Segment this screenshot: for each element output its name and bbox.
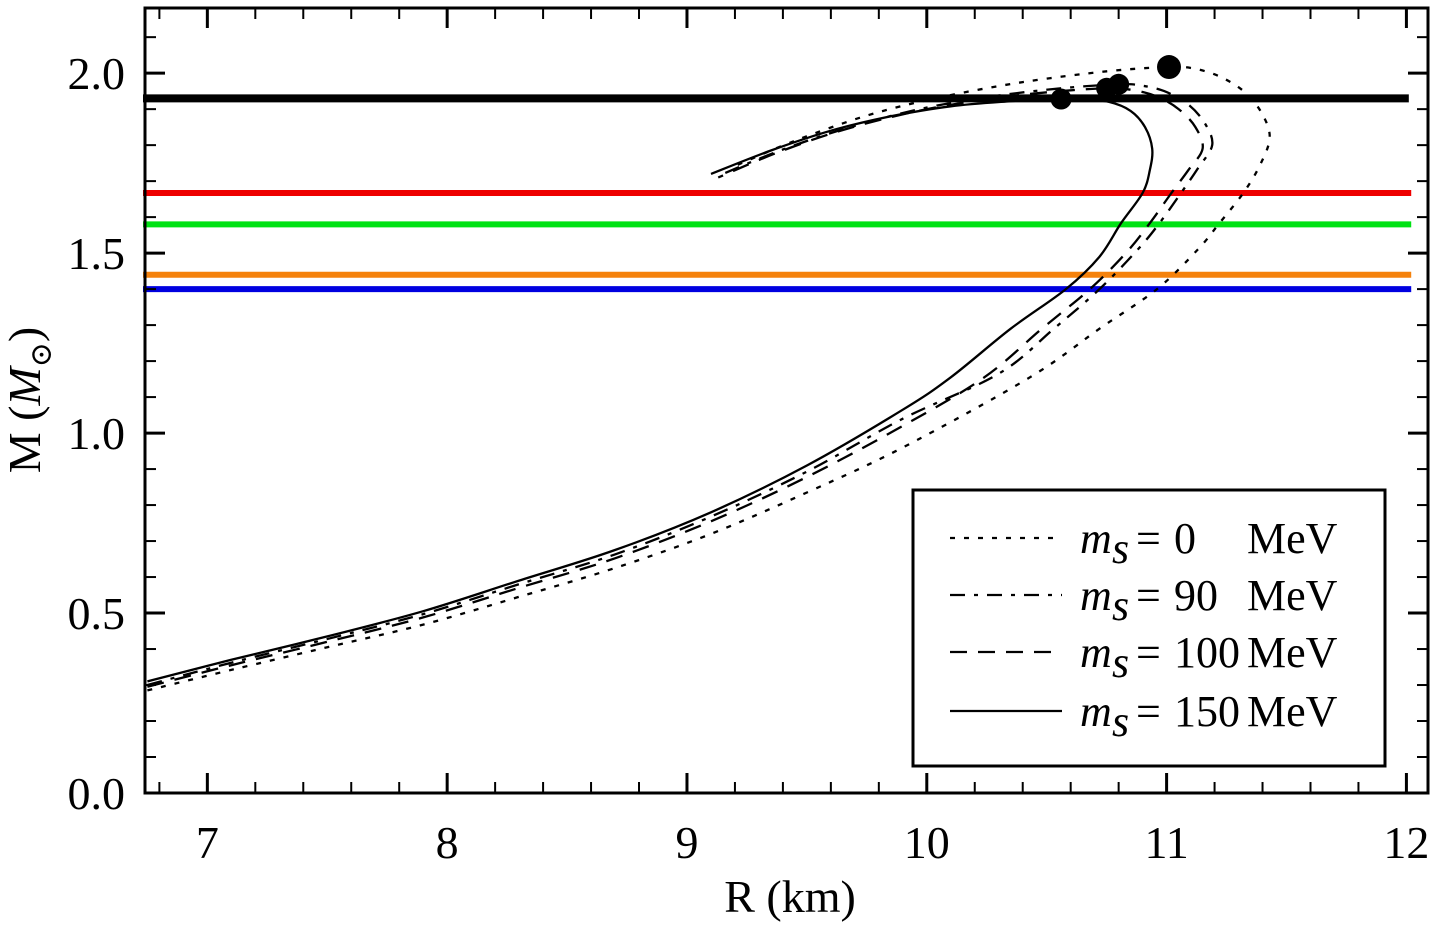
plot-frame — [143, 6, 1430, 795]
legend-unit: MeV — [1247, 687, 1338, 736]
y-axis-title-M: M — [0, 365, 50, 407]
curve-ms0 — [147, 65, 1271, 692]
legend-eq: = — [1136, 571, 1161, 620]
legend-symbol-sub: s — [1112, 524, 1129, 573]
legend-value: 0 — [1174, 514, 1196, 563]
y-tick-label: 2.0 — [68, 48, 126, 99]
sun-symbol-icon: ⊙ — [25, 342, 58, 367]
horizontal-mass-lines — [143, 94, 1412, 293]
legend-row-ms0: m s = 0 MeV — [1080, 514, 1338, 573]
legend-unit: MeV — [1247, 571, 1338, 620]
legend-symbol: m — [1080, 628, 1112, 677]
legend-symbol-sub: s — [1112, 697, 1129, 746]
y-tick-label: 0.0 — [68, 768, 126, 819]
x-axis-title: R (km) — [724, 871, 856, 922]
legend-row-ms100: m s = 100 MeV — [1080, 628, 1338, 687]
legend-symbol: m — [1080, 571, 1112, 620]
legend-symbol: m — [1080, 687, 1112, 736]
legend-symbol-sub: s — [1112, 581, 1129, 630]
curve-ms100 — [147, 87, 1204, 688]
y-tick-label: 1.0 — [68, 408, 126, 459]
legend-eq: = — [1136, 514, 1161, 563]
legend-value: 100 — [1174, 628, 1240, 677]
legend-value: 150 — [1174, 687, 1240, 736]
y-axis-title: M (M⊙) — [0, 327, 58, 474]
legend-symbol: m — [1080, 514, 1112, 563]
legend-symbol-sub: s — [1112, 638, 1129, 687]
legend-eq: = — [1136, 687, 1161, 736]
legend-line-samples — [950, 536, 1062, 713]
axes-frame-and-ticks: 7 8 9 10 11 12 0.0 0.5 1.0 1.5 2.0 — [68, 6, 1430, 868]
legend-unit: MeV — [1247, 628, 1338, 677]
y-tick-label: 1.5 — [68, 228, 126, 279]
max-mass-dot-ms0 — [1157, 55, 1182, 80]
max-mass-dots — [1050, 55, 1182, 110]
max-mass-dot-ms90 — [1108, 73, 1130, 95]
y-axis-title-pre: M ( — [0, 406, 50, 474]
x-tick-label: 9 — [675, 817, 698, 868]
max-mass-dot-ms150 — [1050, 88, 1072, 110]
x-tick-label: 7 — [196, 817, 219, 868]
x-tick-label: 11 — [1144, 817, 1188, 868]
legend-row-ms150: m s = 150 MeV — [1080, 687, 1338, 746]
legend-unit: MeV — [1247, 514, 1338, 563]
y-tick-label: 0.5 — [68, 588, 126, 639]
x-tick-label: 12 — [1383, 817, 1429, 868]
y-axis-title-close: ) — [0, 327, 50, 342]
mass-radius-curves — [147, 65, 1271, 692]
x-tick-label: 8 — [436, 817, 459, 868]
curve-ms90 — [147, 82, 1214, 687]
x-tick-label: 10 — [904, 817, 950, 868]
legend-eq: = — [1136, 628, 1161, 677]
legend-value: 90 — [1174, 571, 1218, 620]
curve-ms150 — [147, 97, 1154, 683]
legend-row-ms90: m s = 90 MeV — [1080, 571, 1338, 630]
legend: m s = 0 MeV m s = 90 MeV m s = 100 MeV m… — [911, 488, 1387, 768]
legend-box — [911, 488, 1387, 768]
